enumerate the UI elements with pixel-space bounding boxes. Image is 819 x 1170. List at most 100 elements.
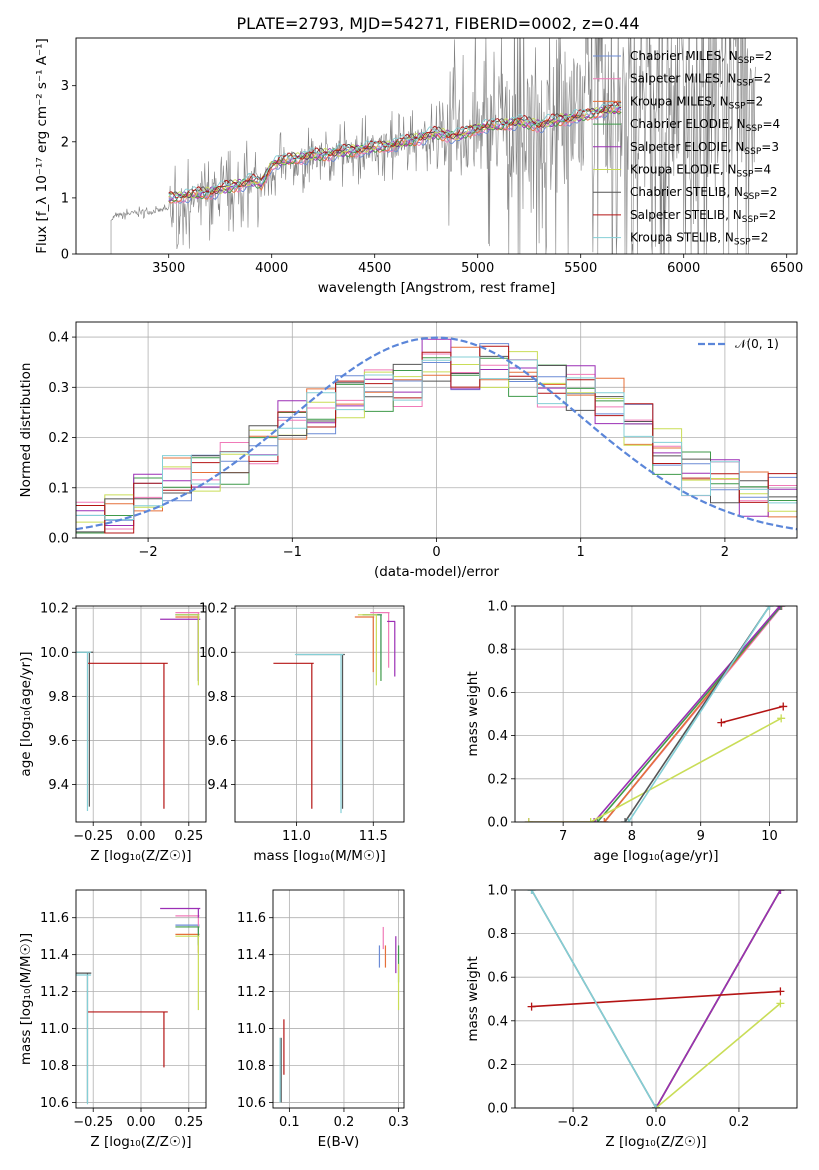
legend-tail: =2 <box>759 208 777 222</box>
x-tick-label: 6000 <box>667 261 700 276</box>
x-tick-label: −1 <box>283 545 302 560</box>
residual-histogram <box>76 356 797 520</box>
x-axis-label: age [log₁₀(age/yr)] <box>593 848 718 864</box>
axes-frame <box>75 37 798 255</box>
normal-curve <box>76 336 797 531</box>
y-axis-label: Flux [f_λ 10⁻¹⁷ erg cm⁻² s⁻¹ A⁻¹] <box>34 38 50 254</box>
y-tick-label: 0.0 <box>487 1102 508 1117</box>
y-tick-label: 0.2 <box>487 772 508 787</box>
axes-frame <box>514 605 798 823</box>
y-tick-label: 0.0 <box>48 532 69 547</box>
y-axis-label: mass [log₁₀(M/M☉)] <box>18 933 34 1065</box>
x-tick-label: 4500 <box>358 261 391 276</box>
y-tick-label: 0.4 <box>487 729 508 744</box>
mass-weight-line <box>655 890 782 1108</box>
legend-entry: Chabrier MILES, NSSP=2 <box>630 49 772 66</box>
x-axis-label: Z [log₁₀(Z/Z☉)] <box>90 1134 191 1150</box>
figure-title: PLATE=2793, MJD=54271, FIBERID=0002, z=0… <box>236 14 639 33</box>
mass-weight-marker <box>777 606 786 610</box>
y-tick-label: 1.0 <box>487 600 508 615</box>
chart-residuals: −2 −1 0 1 2 0.0 0.1 0.2 0.3 0.4 (data-model)/error… <box>18 321 798 580</box>
chart-age-vs-Z: −0.25 0.00 0.25 9.4 9.6 9.8 10.0 10.2 Z [log₁₀(Z… <box>18 602 207 864</box>
x-tick-label: 0.3 <box>388 1115 409 1130</box>
mass-weight-marker <box>776 999 785 1008</box>
observed-spectrum-line <box>110 38 756 254</box>
mass-weight-line <box>528 717 782 822</box>
chart-mass-vs-Z: −0.25 0.00 0.25 10.6 10.8 11.0 11.2 11.4 11.6 Z [… <box>18 889 207 1150</box>
plot-area <box>110 38 756 254</box>
model-spectrum-line <box>168 106 622 204</box>
legend-sub: SSP <box>737 170 754 180</box>
x-tick-label: 11.5 <box>359 829 388 844</box>
legend-tail: =2 <box>753 72 771 86</box>
mass-weight-marker <box>776 890 785 894</box>
y-tick-label: 0.0 <box>487 816 508 831</box>
legend-entry: 𝒩(0, 1) <box>735 337 779 351</box>
mass-weight-marker <box>776 606 785 610</box>
axes-frame <box>75 321 798 539</box>
y-tick-label: 0.1 <box>48 481 69 496</box>
model-spectrum-line <box>168 101 622 199</box>
y-axis-label: mass weight <box>465 671 481 756</box>
legend-label: Salpeter STELIB, N <box>630 208 742 222</box>
x-axis-label: Z [log₁₀(Z/Z☉)] <box>605 1134 706 1150</box>
mass-weight-marker <box>776 987 785 996</box>
y-tick-label: 1.0 <box>487 884 508 899</box>
legend-tail: =3 <box>761 140 779 154</box>
y-tick-label: 11.4 <box>40 948 69 963</box>
x-tick-label: −2 <box>139 545 158 560</box>
mass-weight-line <box>627 606 771 822</box>
mass-weight-marker <box>527 890 536 894</box>
x-axis-label: E(B-V) <box>318 1134 360 1150</box>
mass-weight-marker <box>593 818 602 822</box>
y-tick-label: 11.0 <box>40 1022 69 1037</box>
x-tick-label: 3500 <box>152 261 185 276</box>
x-tick-label: 11.0 <box>282 829 311 844</box>
y-tick-label: 11.2 <box>40 985 69 1000</box>
x-tick-label: −0.25 <box>73 829 113 844</box>
mass-weight-line <box>596 606 782 822</box>
chart-spectrum: 3500 4000 4500 5000 5500 6000 6500 0 1 2 3 waveleng… <box>34 37 803 296</box>
legend-label: Chabrier ELODIE, N <box>630 117 746 131</box>
x-tick-label: 5500 <box>564 261 597 276</box>
legend-entry: Salpeter ELODIE, NSSP=3 <box>630 140 779 157</box>
y-tick-label: 0.2 <box>487 1058 508 1073</box>
chart-age-vs-mass: 11.0 11.5 9.4 9.6 9.8 10.0 10.2 mass [log₁₀(M/M… <box>199 602 405 864</box>
x-tick-label: 5000 <box>461 261 494 276</box>
x-tick-label: 0 <box>432 545 440 560</box>
y-tick-label: 9.8 <box>48 690 69 705</box>
residual-histogram <box>76 345 797 534</box>
y-tick-label: 0.2 <box>48 431 69 446</box>
legend-entry: Kroupa ELODIE, NSSP=4 <box>630 163 771 180</box>
axes-frame <box>514 889 798 1109</box>
x-tick-label: 1 <box>577 545 585 560</box>
legend-entry: Salpeter STELIB, NSSP=2 <box>630 208 776 225</box>
y-tick-label: 11.4 <box>237 948 266 963</box>
y-tick-label: 9.4 <box>48 778 69 793</box>
residual-histogram <box>76 357 797 534</box>
axes-frame <box>272 889 405 1109</box>
legend-label: Kroupa MILES, N <box>630 94 729 108</box>
x-tick-label: 0.0 <box>646 1115 667 1130</box>
mass-weight-marker <box>621 818 630 822</box>
y-tick-label: 1 <box>61 191 69 206</box>
y-tick-label: 0.8 <box>487 643 508 658</box>
x-tick-label: 0.1 <box>279 1115 300 1130</box>
mass-weight-line <box>531 990 781 1008</box>
x-tick-label: 0.00 <box>127 829 156 844</box>
y-tick-label: 10.6 <box>40 1096 69 1111</box>
x-tick-label: 0.25 <box>174 1115 203 1130</box>
mass-weight-line <box>655 1002 781 1108</box>
chart-mass-weight-vs-Z: −0.2 0.0 0.2 0.0 0.2 0.4 0.6 0.8 1.0 Z [log₁₀(Z/Z… <box>465 884 798 1150</box>
x-tick-label: 0.2 <box>334 1115 355 1130</box>
chart-mass-vs-EBV: 0.1 0.2 0.3 10.6 10.8 11.0 11.2 11.4 11.6 E(B-V) <box>237 889 409 1150</box>
model-spectrum-line <box>168 105 622 202</box>
y-tick-label: 9.8 <box>207 690 228 705</box>
plot-area <box>76 907 201 1105</box>
axes-frame <box>234 605 405 823</box>
mass-weight-marker <box>777 714 786 723</box>
mass-weight-marker <box>527 1002 536 1011</box>
residual-histogram <box>76 338 797 526</box>
y-axis-label: age [log₁₀(age/yr)] <box>18 651 34 776</box>
